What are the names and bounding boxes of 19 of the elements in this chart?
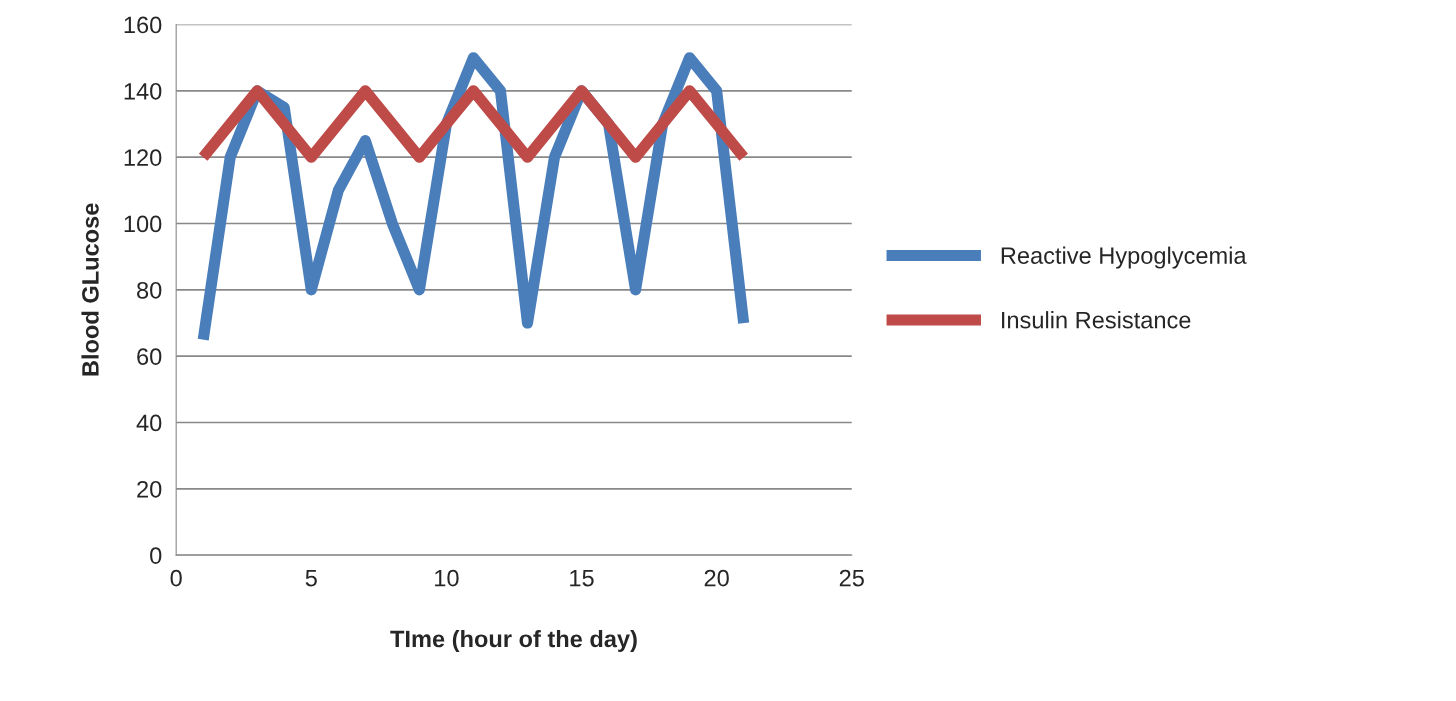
legend-label: Insulin Resistance (1002, 311, 1191, 329)
y-tick-label: 140 (124, 82, 162, 100)
y-tick-label: 20 (137, 480, 162, 498)
x-tick-label: 20 (704, 569, 729, 587)
y-axis-title: Blood GLucose (81, 203, 99, 376)
y-tick-label: 60 (137, 348, 162, 365)
x-tick-label: 0 (170, 569, 182, 587)
x-axis-title: TIme (hour of the day) (390, 629, 637, 652)
legend-label: Reactive Hypoglycemia (1001, 246, 1247, 269)
x-tick-label: 5 (305, 569, 317, 587)
x-tick-label: 10 (435, 569, 459, 587)
x-tick-label: 15 (570, 569, 594, 587)
y-tick-label: 120 (124, 149, 162, 166)
y-tick-label: 0 (150, 547, 162, 564)
y-tick-label: 100 (124, 215, 162, 233)
y-tick-label: 40 (136, 414, 162, 432)
y-tick-label: 160 (124, 16, 162, 34)
x-tick-label: 25 (839, 569, 864, 587)
y-tick-label: 80 (137, 281, 162, 299)
